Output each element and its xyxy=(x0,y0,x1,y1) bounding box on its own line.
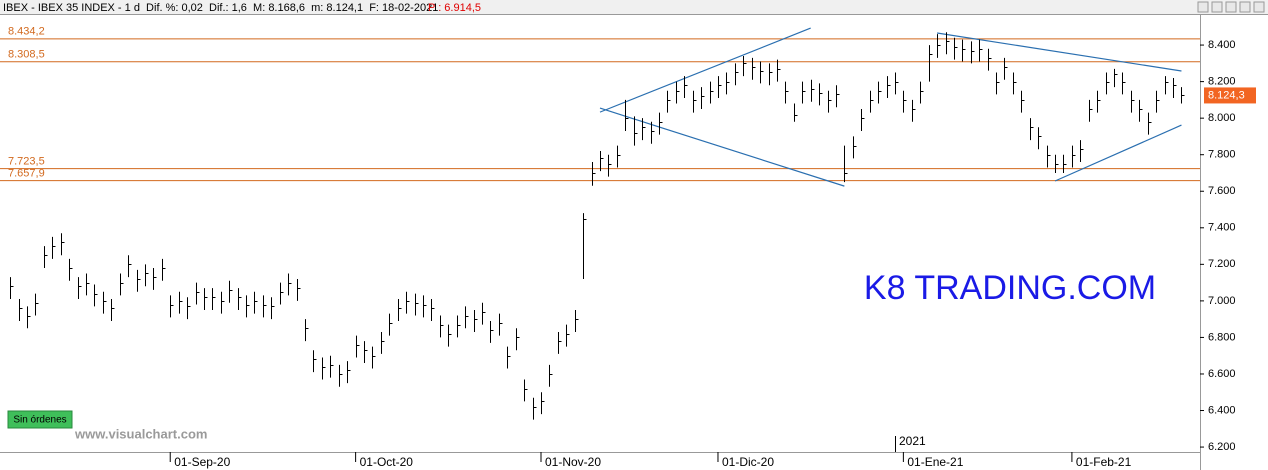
header-bar xyxy=(0,0,1268,14)
last-price-box xyxy=(1204,87,1256,104)
button[interactable] xyxy=(1253,1,1265,13)
x-tick-label: 01-Nov-20 xyxy=(545,455,601,469)
header-info: IBEX - IBEX 35 INDEX - 1 d Dif. %: 0,02 … xyxy=(3,2,438,14)
y-tick-label: 8.400 xyxy=(1208,39,1236,51)
trend-line xyxy=(599,27,811,113)
trend-line xyxy=(1054,124,1182,182)
y-tick-label: 8.200 xyxy=(1208,76,1236,88)
button[interactable] xyxy=(1211,1,1223,13)
level-label: 7.657,9 xyxy=(8,168,45,180)
trend-line xyxy=(599,107,845,187)
y-tick-label: 7.000 xyxy=(1208,295,1236,307)
x-tick-label: 01-Ene-21 xyxy=(907,455,963,469)
status[interactable]: Sin órdenes xyxy=(13,415,66,426)
site: www.visualchart.com xyxy=(74,426,207,441)
x-tick-label: 01-Sep-20 xyxy=(174,455,230,469)
y-tick-label: 7.400 xyxy=(1208,222,1236,234)
level-label: 8.434,2 xyxy=(8,26,45,38)
x-tick-label: 01-Dic-20 xyxy=(722,455,774,469)
header-extra: P : 6.914,5 xyxy=(428,2,481,14)
y-tick-label: 6.200 xyxy=(1208,441,1236,453)
y-tick-label: 6.800 xyxy=(1208,331,1236,343)
y-tick-label: 6.400 xyxy=(1208,404,1236,416)
y-tick-label: 7.200 xyxy=(1208,258,1236,270)
y-tick-label: 8.000 xyxy=(1208,112,1236,124)
y-tick-label: 6.600 xyxy=(1208,368,1236,380)
y-tick-label: 7.600 xyxy=(1208,185,1236,197)
level-label: 8.308,5 xyxy=(8,49,45,61)
status-box[interactable] xyxy=(7,410,73,429)
last-price-label: 8.124,3 xyxy=(1208,89,1245,101)
watermark: K8 TRADING.COM xyxy=(864,269,1156,307)
year-marker: 2021 xyxy=(899,434,926,448)
x-tick-label: 01-Feb-21 xyxy=(1076,455,1132,469)
button[interactable] xyxy=(1197,1,1209,13)
window-buttons[interactable] xyxy=(1197,1,1265,13)
level-label: 7.723,5 xyxy=(8,156,45,168)
trend-line xyxy=(936,32,1182,72)
x-tick-label: 01-Oct-20 xyxy=(360,455,414,469)
button[interactable] xyxy=(1225,1,1237,13)
y-tick-label: 7.800 xyxy=(1208,149,1236,161)
button[interactable] xyxy=(1239,1,1251,13)
